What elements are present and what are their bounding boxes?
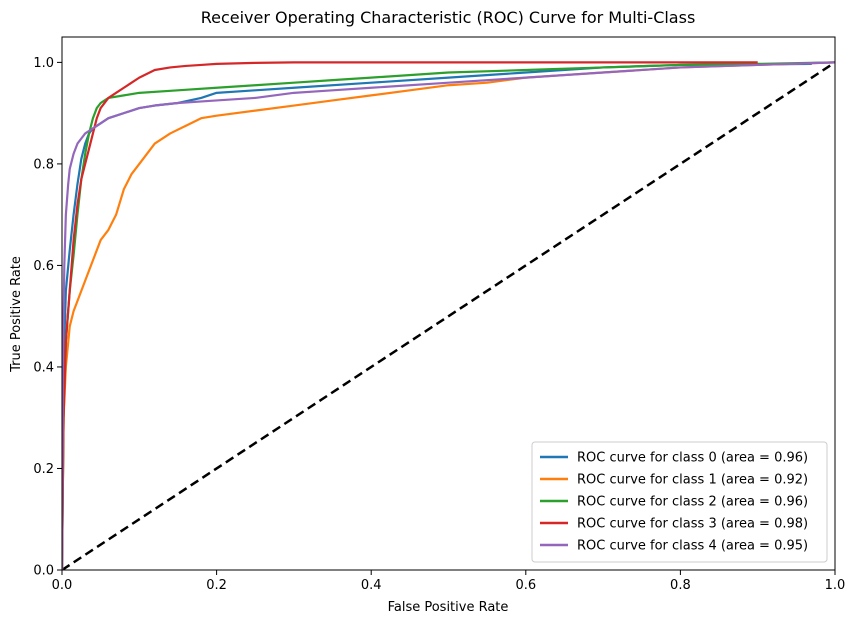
legend-box <box>531 441 828 563</box>
legend-label: ROC curve for class 2 (area = 0.96) <box>577 495 808 510</box>
x-tick-label: 0.8 <box>670 578 691 593</box>
legend: ROC curve for class 0 (area = 0.96) ROC c… <box>531 441 828 563</box>
legend-label: ROC curve for class 0 (area = 0.96) <box>577 451 808 466</box>
axes-frame <box>61 36 836 571</box>
x-tick-label: 1.0 <box>825 578 846 593</box>
y-tick-label: 0.6 <box>33 259 54 274</box>
legend-label: ROC curve for class 4 (area = 0.95) <box>577 539 808 554</box>
x-tick-label: 0.2 <box>206 578 227 593</box>
x-tick-label: 0.0 <box>52 578 73 593</box>
roc-curve-class-2 <box>62 61 835 570</box>
y-tick-label: 1.0 <box>33 56 54 71</box>
chance-diagonal-line <box>62 61 835 570</box>
roc-curve-class-4 <box>62 61 835 570</box>
y-axis-label: True Positive Rate <box>9 256 24 373</box>
roc-curve-class-3 <box>62 61 758 570</box>
y-tick-label: 0.2 <box>33 462 54 477</box>
y-tick-label: 0.4 <box>33 360 54 375</box>
y-tick-label: 0.8 <box>33 157 54 172</box>
x-axis-label: False Positive Rate <box>388 600 509 615</box>
legend-label: ROC curve for class 3 (area = 0.98) <box>577 517 808 532</box>
plot-area: 0.0 0.2 0.4 0.6 0.8 1.0 0.0 0.2 0.4 0.6 0.8 1.0 <box>33 36 846 593</box>
chart-title: Receiver Operating Characteristic (ROC) … <box>201 8 696 27</box>
y-tick-label: 0.0 <box>33 564 54 579</box>
x-tick-label: 0.4 <box>361 578 382 593</box>
x-tick-label: 0.6 <box>515 578 536 593</box>
legend-label: ROC curve for class 1 (area = 0.92) <box>577 473 808 488</box>
